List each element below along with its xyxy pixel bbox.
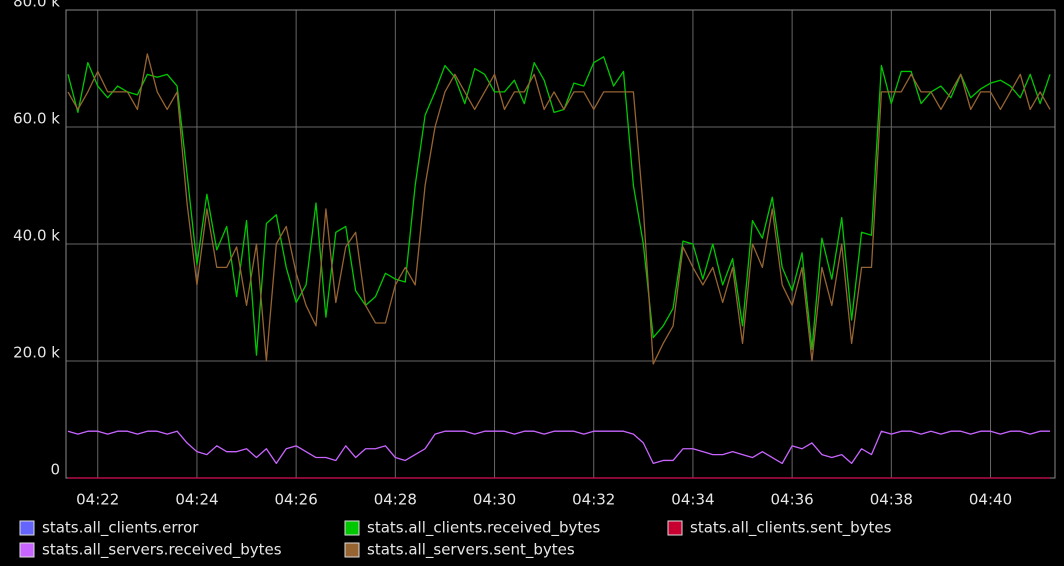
y-tick-label: 20.0 k <box>13 344 60 362</box>
legend-label: stats.all_servers.received_bytes <box>42 541 282 560</box>
x-tick-label: 04:22 <box>76 491 119 509</box>
legend-label: stats.all_clients.sent_bytes <box>690 519 892 538</box>
series-line <box>67 430 1051 465</box>
x-tick-label: 04:26 <box>275 491 318 509</box>
legend-swatch <box>19 520 35 536</box>
x-tick-label: 04:38 <box>870 491 913 509</box>
x-tick-label: 04:24 <box>175 491 218 509</box>
legend-swatch <box>344 520 360 536</box>
legend-label: stats.all_servers.sent_bytes <box>367 541 575 560</box>
series-line <box>67 53 1051 365</box>
y-tick-label: 0 <box>50 461 60 479</box>
x-tick-label: 04:36 <box>771 491 814 509</box>
x-tick-label: 04:28 <box>374 491 417 509</box>
y-tick-label: 60.0 k <box>13 110 60 128</box>
x-tick-label: 04:30 <box>473 491 516 509</box>
x-tick-label: 04:34 <box>671 491 714 509</box>
x-tick-label: 04:32 <box>572 491 615 509</box>
x-tick-label: 04:40 <box>969 491 1012 509</box>
series-line <box>67 56 1051 356</box>
legend-swatch <box>19 542 35 558</box>
y-tick-label: 40.0 k <box>13 227 60 245</box>
legend-label: stats.all_clients.received_bytes <box>367 519 601 538</box>
legend-swatch <box>344 542 360 558</box>
legend-label: stats.all_clients.error <box>42 519 199 538</box>
legend-swatch <box>667 520 683 536</box>
y-tick-label: 80.0 k <box>13 0 60 11</box>
